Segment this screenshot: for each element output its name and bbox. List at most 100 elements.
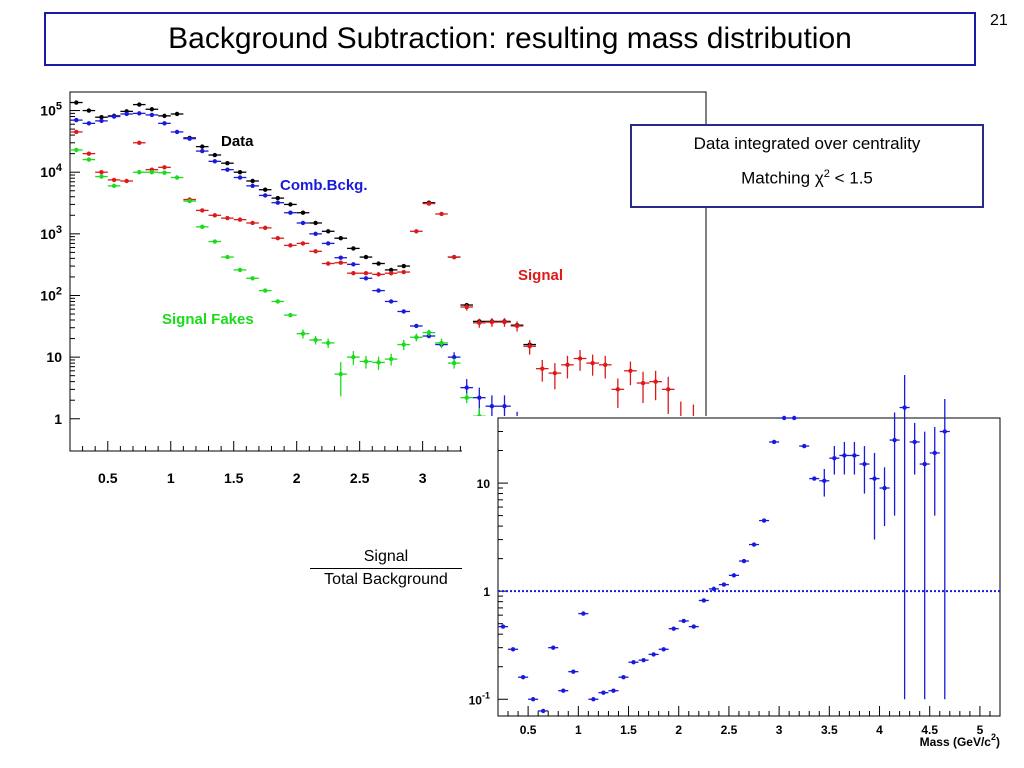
data-point xyxy=(530,697,536,702)
data-point xyxy=(99,169,104,175)
y-tick-label: 10 xyxy=(46,349,62,365)
data-point xyxy=(540,708,546,714)
data-point xyxy=(912,439,917,445)
data-point xyxy=(325,229,331,234)
data-point xyxy=(250,276,255,281)
series-label: Signal xyxy=(518,267,563,284)
data-point xyxy=(263,193,268,198)
data-point xyxy=(590,360,595,366)
data-point xyxy=(401,263,406,269)
data-point xyxy=(510,647,516,652)
data-point xyxy=(275,195,281,201)
slide-title: Background Subtraction: resulting mass d… xyxy=(168,22,852,55)
y-tick-label: 10-1 xyxy=(469,690,490,707)
data-point xyxy=(388,299,394,304)
data-point xyxy=(124,178,129,184)
data-point xyxy=(842,453,847,458)
data-point xyxy=(520,674,526,680)
series-label: Signal Fakes xyxy=(162,311,254,328)
data-point xyxy=(721,582,727,587)
data-point xyxy=(174,111,180,117)
data-point xyxy=(902,405,907,410)
data-point xyxy=(363,276,369,281)
x-tick-label: 0.5 xyxy=(520,723,537,737)
data-point xyxy=(653,379,658,384)
data-point xyxy=(149,169,155,175)
data-point xyxy=(74,129,79,135)
data-point xyxy=(514,323,520,329)
data-point xyxy=(86,157,92,162)
data-point xyxy=(439,211,444,217)
y-tick-label: 1 xyxy=(483,585,490,599)
ratio-denominator: Total Background xyxy=(324,571,448,588)
data-point xyxy=(711,586,717,592)
data-point xyxy=(325,261,331,266)
data-point xyxy=(451,354,457,360)
data-point xyxy=(561,688,566,693)
plot-frame xyxy=(69,91,707,452)
data-point xyxy=(250,220,255,226)
x-tick-label: 1 xyxy=(167,470,175,486)
data-point xyxy=(621,674,626,680)
data-point xyxy=(187,198,192,204)
data-point xyxy=(601,690,606,695)
data-point xyxy=(74,147,79,153)
data-point xyxy=(137,102,142,107)
data-point xyxy=(200,224,205,230)
x-tick-label: 0.5 xyxy=(98,470,118,486)
data-point xyxy=(922,461,927,467)
data-point xyxy=(86,151,92,156)
data-point xyxy=(741,558,747,564)
info-box: Data integrated over centrality Matching… xyxy=(630,124,984,208)
y-tick-label: 104 xyxy=(40,162,63,180)
data-point xyxy=(74,100,79,105)
data-point xyxy=(237,267,243,273)
data-point xyxy=(832,455,837,461)
data-point xyxy=(376,360,381,365)
data-point xyxy=(351,270,356,276)
data-point xyxy=(477,320,482,326)
y-tick-label: 103 xyxy=(40,224,62,242)
data-point xyxy=(426,330,432,335)
x-tick-label: 4 xyxy=(876,723,883,737)
x-axis-title: Mass (GeV/c2) xyxy=(920,732,1000,749)
data-point xyxy=(611,688,616,693)
data-point xyxy=(300,331,306,336)
slide-title-box: Background Subtraction: resulting mass d… xyxy=(44,12,976,66)
data-point xyxy=(288,202,293,207)
data-point xyxy=(212,159,218,164)
data-point xyxy=(225,167,230,172)
data-point xyxy=(388,267,394,273)
y-tick-label: 1 xyxy=(54,411,62,427)
data-point xyxy=(162,165,167,170)
data-point xyxy=(641,657,646,663)
data-point xyxy=(162,170,167,175)
data-point xyxy=(137,111,142,116)
x-tick-label: 2 xyxy=(675,723,682,737)
data-point xyxy=(237,217,243,222)
data-point xyxy=(942,429,947,434)
data-point xyxy=(200,144,205,149)
data-point xyxy=(250,183,255,189)
data-point xyxy=(300,241,306,246)
data-point xyxy=(401,342,406,347)
data-point xyxy=(640,380,646,386)
data-point xyxy=(822,478,827,483)
data-point xyxy=(351,354,356,360)
ratio-numerator: Signal xyxy=(363,548,409,565)
info-matching-suffix: < 1.5 xyxy=(829,168,873,188)
data-point xyxy=(464,304,469,310)
data-point xyxy=(591,697,596,702)
data-point xyxy=(581,611,586,616)
data-point xyxy=(275,235,281,241)
data-point xyxy=(325,241,331,246)
data-point xyxy=(464,395,469,400)
series-label: Comb.Bckg. xyxy=(280,177,368,194)
data-point xyxy=(288,243,293,248)
data-point xyxy=(149,112,155,118)
data-point xyxy=(174,129,180,135)
data-point xyxy=(111,114,117,119)
x-tick-label: 2 xyxy=(293,470,301,486)
data-point xyxy=(225,215,230,221)
